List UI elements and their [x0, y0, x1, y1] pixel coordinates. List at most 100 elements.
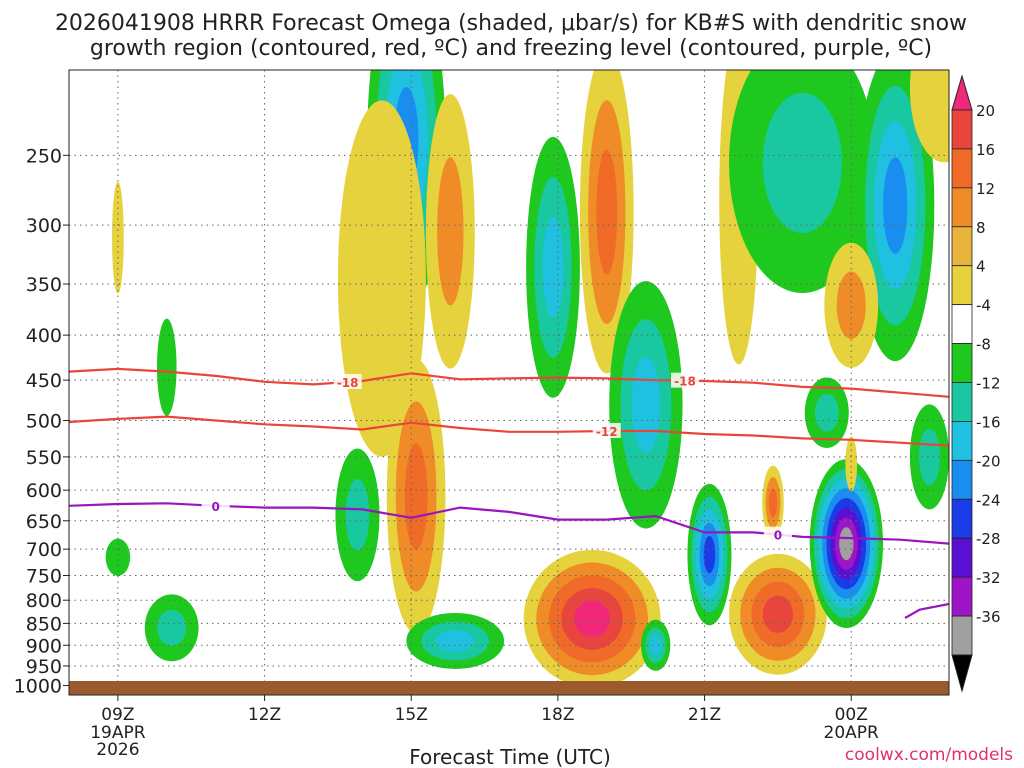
y-axis: 2503003504004505005506006507007508008509…: [14, 145, 69, 698]
omega-level-band: [909, 70, 949, 163]
omega-level-band: [436, 630, 475, 652]
dendritic-top-contour: [69, 367, 949, 398]
colorbar-label: 20: [976, 102, 995, 120]
freezing-label-2-bg: [763, 526, 792, 542]
dendritic-bottom-contour: [69, 415, 949, 447]
omega-level-band: [883, 157, 908, 254]
credit-text: coolwx.com/models: [845, 745, 1013, 765]
omega-level-band: [631, 357, 661, 453]
colorbar-band: [951, 421, 973, 461]
y-tick-label: 700: [26, 539, 62, 561]
x-tick-date-label: 19APR: [90, 723, 146, 743]
x-tick-label: 15Z: [395, 705, 428, 725]
colorbar-band: [951, 343, 973, 383]
omega-level-band: [437, 157, 464, 306]
colorbar-band: [951, 304, 973, 344]
omega-level-band: [157, 318, 177, 416]
colorbar-label: -20: [976, 452, 1001, 470]
colorbar-band: [951, 187, 973, 228]
omega-level-band: [337, 100, 426, 457]
y-tick-label: 450: [26, 370, 62, 392]
omega-level-band: [649, 635, 662, 656]
freezing-label-2: 0: [774, 529, 782, 543]
freezing-label: 0: [211, 500, 219, 514]
colorbar-band: [951, 109, 973, 150]
plot-area: -18 -18 -12 0 0: [68, 69, 950, 696]
colorbar-band: [951, 265, 973, 306]
freezing-label-bg: [201, 497, 230, 513]
y-tick-label: 550: [26, 447, 62, 469]
colorbar-label: 4: [976, 258, 986, 276]
omega-cell: [335, 448, 380, 582]
x-tick-label: 21Z: [688, 705, 721, 725]
omega-cell: [337, 100, 426, 457]
colorbar-band: [951, 459, 973, 500]
omega-level-band: [574, 600, 611, 638]
colorbar-label: -16: [976, 413, 1001, 431]
y-tick-label: 600: [26, 480, 62, 502]
x-tick-label: 00Z: [835, 705, 868, 725]
omega-cell: [809, 459, 883, 629]
omega-level-band: [814, 393, 839, 432]
x-tick-label: 12Z: [248, 705, 281, 725]
ground-surface: [69, 681, 949, 695]
omega-cell: [112, 181, 124, 294]
omega-cell: [729, 553, 827, 675]
omega-cell: [386, 359, 446, 634]
colorbar-band: [951, 226, 973, 267]
omega-cell: [157, 318, 177, 416]
omega-level-band: [918, 428, 941, 486]
omega-cell: [526, 136, 580, 398]
y-tick-label: 400: [26, 325, 62, 347]
y-tick-label: 750: [26, 566, 62, 588]
omega-cell: [523, 549, 661, 688]
contour-lines: -18 -18 -12 0 0: [69, 367, 949, 619]
y-tick-label: 250: [26, 145, 62, 167]
colorbar-label: 12: [976, 180, 995, 198]
dendritic-bottom-label-bg: [592, 423, 621, 439]
omega-cell: [144, 594, 199, 662]
omega-cell: [687, 483, 732, 626]
dendritic-top-label-2: -18: [674, 375, 696, 389]
dendritic-bottom-label: -12: [596, 425, 618, 439]
omega-level-band: [836, 271, 866, 340]
omega-level-band: [105, 538, 131, 576]
x-axis-label: Forecast Time (UTC): [409, 745, 611, 768]
omega-cell: [609, 281, 683, 529]
omega-level-band: [157, 609, 187, 646]
colorbar-label: -32: [976, 569, 1001, 587]
y-tick-label: 1000: [14, 676, 62, 698]
omega-cell: [729, 70, 876, 293]
dendritic-top-label-bg: [333, 374, 362, 390]
colorbar-band: [951, 498, 973, 539]
omega-cell: [845, 436, 858, 492]
colorbar-label: -8: [976, 336, 991, 354]
omega-level-band: [112, 181, 124, 294]
y-tick-label: 650: [26, 511, 62, 533]
colorbar-top-arrow: [951, 74, 973, 111]
omega-cell: [425, 94, 475, 369]
colorbar-band: [951, 148, 973, 189]
colorbar-label: -36: [976, 608, 1001, 626]
colorbar-label: -12: [976, 375, 1001, 393]
y-tick-label: 800: [26, 590, 62, 612]
omega-cell: [909, 404, 949, 510]
colorbar-band: [951, 615, 973, 656]
colorbar-label: 8: [976, 219, 986, 237]
y-tick-label: 850: [26, 613, 62, 635]
chart-title-line2: growth region (contoured, red, ºC) and f…: [90, 36, 932, 61]
x-tick-label: 09Z: [101, 705, 134, 725]
dendritic-top-label: -18: [337, 376, 359, 390]
colorbar-band: [951, 537, 973, 578]
omega-level-band: [768, 488, 778, 518]
omega-cell: [804, 377, 849, 448]
colorbar-label: 16: [976, 141, 995, 159]
omega-cell: [579, 70, 634, 374]
omega-cell: [824, 242, 879, 368]
omega-level-band: [703, 535, 716, 574]
omega-cell: [105, 538, 131, 576]
x-tick-date-label: 2026: [96, 740, 139, 760]
y-tick-label: 900: [26, 635, 62, 657]
